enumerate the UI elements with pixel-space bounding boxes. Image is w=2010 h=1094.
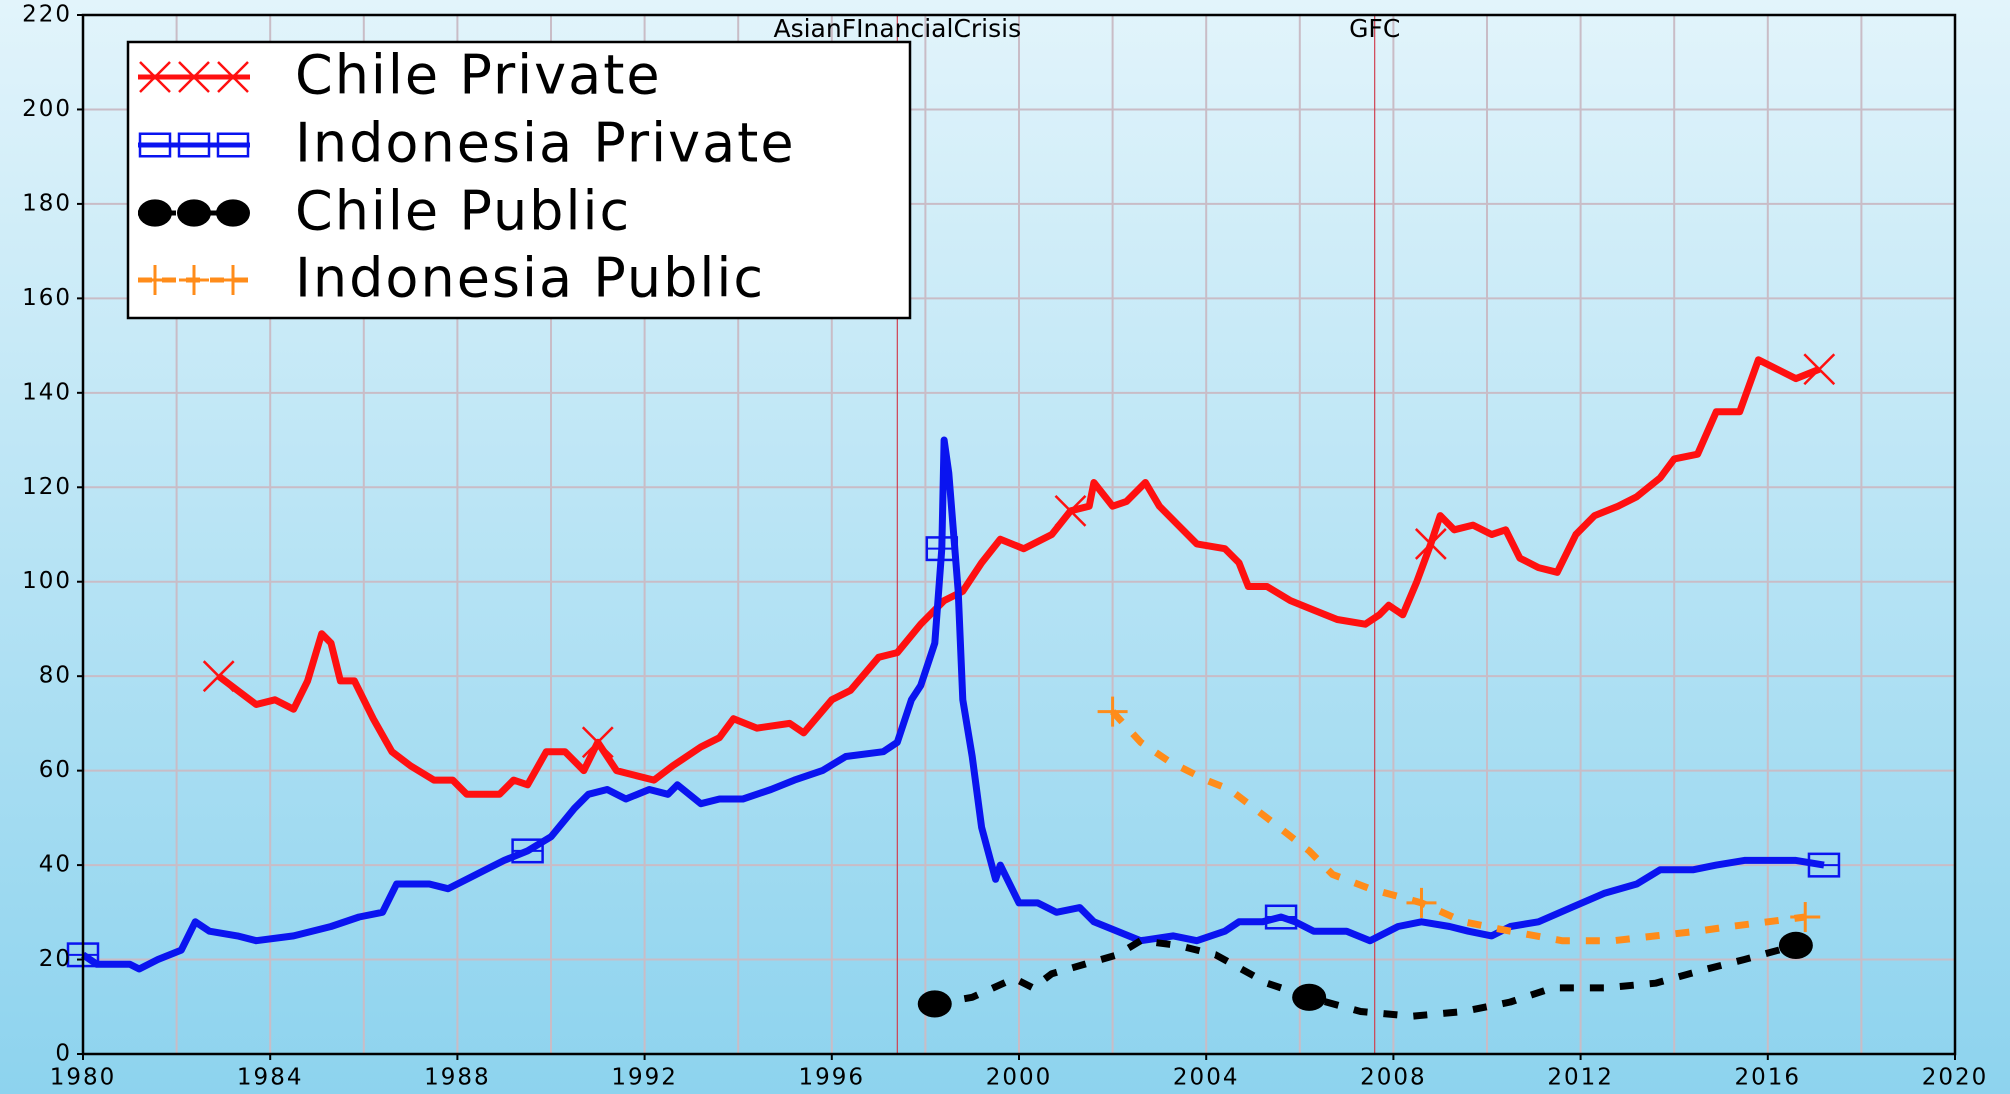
marker-stroke: [1803, 353, 1836, 386]
marker: [1406, 887, 1437, 918]
x-tick-label: 2008: [1360, 1065, 1427, 1091]
y-tick-label: 60: [39, 757, 72, 783]
marker: [511, 838, 544, 864]
marker: [1778, 931, 1813, 959]
y-tick-label: 200: [22, 96, 72, 122]
x-tick-label: 1984: [237, 1065, 304, 1091]
marker: [1292, 983, 1327, 1011]
marker: [216, 199, 250, 227]
y-tick-label: 20: [39, 946, 72, 972]
x-tick-label: 1988: [424, 1065, 491, 1091]
y-tick-label: 160: [22, 285, 72, 311]
marker: [139, 61, 171, 93]
marker: [581, 726, 614, 759]
x-tick-label: 2000: [986, 1065, 1053, 1091]
x-tick-label: 2016: [1735, 1065, 1802, 1091]
marker-dot: [1292, 983, 1327, 1011]
plot-frame: [81, 13, 1957, 1056]
legend-label: Indonesia Private: [295, 112, 796, 175]
marker: [1790, 902, 1821, 933]
y-tick-label: 220: [22, 2, 72, 28]
annotation: GFC: [1349, 14, 1400, 43]
marker-stroke: [178, 61, 210, 93]
series-line: [934, 937, 1797, 1020]
marker: [917, 990, 952, 1018]
y-tick-label: 120: [22, 474, 72, 500]
marker: [1264, 904, 1298, 930]
annotation: AsianFInancialCrisis: [773, 14, 1021, 43]
y-tick-label: 140: [22, 379, 72, 405]
x-tick-label: 2004: [1173, 1065, 1240, 1091]
marker-dot: [917, 990, 952, 1018]
y-tick-label: 180: [22, 190, 72, 216]
marker: [217, 61, 249, 93]
marker: [216, 132, 250, 158]
marker-stroke: [1414, 528, 1447, 560]
legend-label: Chile Private: [295, 44, 662, 107]
marker: [218, 265, 248, 295]
marker: [202, 660, 235, 693]
legend-label: Indonesia Public: [295, 247, 765, 310]
marker: [177, 132, 211, 158]
legend-label: Chile Public: [295, 180, 631, 243]
marker-dot: [177, 199, 211, 227]
marker: [1414, 528, 1447, 560]
marker-stroke: [217, 61, 249, 93]
marker-stroke: [581, 726, 614, 759]
marker-dot: [216, 199, 250, 227]
annotations: AsianFInancialCrisis GFC: [773, 14, 1400, 1054]
marker: [138, 199, 172, 227]
x-tick-label: 1980: [50, 1065, 117, 1091]
marker-dot: [138, 199, 172, 227]
marker: [138, 132, 172, 158]
marker-stroke: [139, 61, 171, 93]
marker: [140, 265, 170, 295]
marker: [1054, 495, 1087, 527]
marker: [177, 199, 211, 227]
x-tick-label: 1996: [799, 1065, 866, 1091]
y-tick-label: 40: [39, 852, 72, 878]
y-tick-label: 0: [55, 1041, 72, 1067]
axes: 0 20 40 60 80 100 120 140 160 180 200 220 1980 1984 19…: [22, 2, 1989, 1091]
marker: [1097, 696, 1128, 727]
marker: [925, 536, 959, 562]
y-tick-label: 100: [22, 568, 72, 594]
marker: [179, 265, 209, 295]
y-tick-label: 80: [39, 663, 72, 689]
series-line: [216, 356, 1821, 798]
marker: [178, 61, 210, 93]
x-tick-label: 1992: [611, 1065, 678, 1091]
marker: [1807, 852, 1841, 878]
marker-stroke: [202, 660, 235, 693]
marker: [1803, 353, 1836, 386]
marker-dot: [1778, 931, 1813, 959]
plot: [66, 353, 1841, 1020]
x-tick-label: 2020: [1922, 1065, 1989, 1091]
x-tick-label: 2012: [1547, 1065, 1614, 1091]
marker-stroke: [1054, 495, 1087, 527]
legend-box: [126, 40, 912, 320]
